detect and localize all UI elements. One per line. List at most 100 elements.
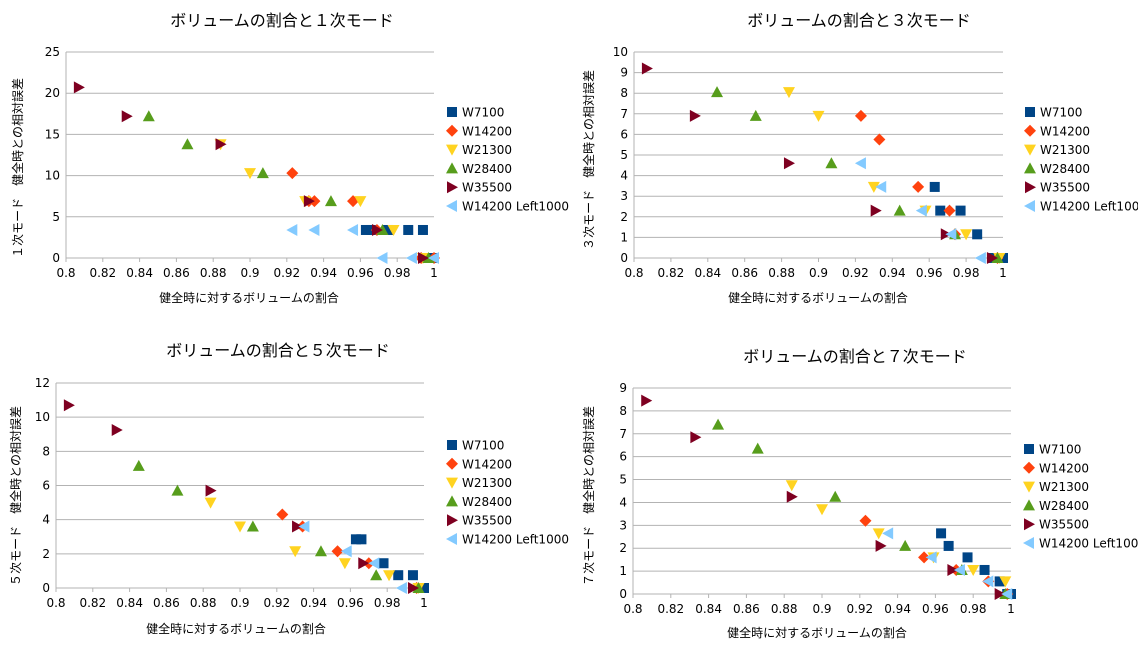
- series-w7100: [929, 181, 1008, 263]
- data-point: [873, 133, 886, 146]
- legend-marker: [446, 200, 457, 212]
- data-point: [859, 514, 872, 527]
- data-point: [132, 459, 145, 471]
- data-point: [428, 252, 439, 264]
- y-tick-label: 10: [45, 169, 60, 183]
- data-point: [979, 564, 990, 575]
- series-w21300: [214, 139, 429, 264]
- legend-label: W7100: [462, 439, 504, 453]
- data-point: [73, 81, 85, 94]
- y-tick-label: 10: [35, 410, 50, 424]
- data-point: [298, 520, 310, 533]
- legend-marker: [1024, 144, 1036, 156]
- data-point: [314, 545, 327, 557]
- data-point: [422, 252, 435, 263]
- data-point: [292, 520, 304, 533]
- x-tick-label: 0.8: [624, 266, 643, 280]
- x-tick-label: 0.92: [846, 602, 873, 616]
- data-point: [371, 223, 383, 236]
- x-tick-label: 0.98: [384, 266, 411, 280]
- data-point: [289, 546, 302, 558]
- chart-title: ボリュームの割合と３次モード: [747, 11, 971, 30]
- data-point: [943, 540, 954, 551]
- chart-panel-mode-7: ボリュームの割合と７次モード 0 1 2 3 4 5 6 7 8 9 0.8 0.82 0.84 0.86 0…: [569, 330, 1138, 657]
- chart-mode-5: ボリュームの割合と５次モード 0 2 4 6 8 10 12 0.8 0.82 0.84 0.86 0.…: [8, 341, 569, 636]
- legend-label: W35500: [1039, 518, 1089, 532]
- data-point: [368, 557, 380, 570]
- data-point: [121, 110, 133, 123]
- legend-label: W7100: [462, 106, 504, 120]
- x-tick-label: 0.98: [960, 602, 987, 616]
- data-point: [215, 138, 227, 151]
- data-point: [690, 431, 702, 444]
- data-point: [395, 582, 407, 594]
- y-tick-label: 8: [42, 444, 50, 458]
- y-tick-label: 15: [45, 127, 60, 141]
- x-tick-label: 0.84: [694, 266, 721, 280]
- data-point: [953, 563, 965, 576]
- data-point: [711, 86, 724, 98]
- legend-marker: [1024, 162, 1036, 174]
- data-point: [356, 534, 367, 545]
- y-axis-label: ３次モード 健全時との相対誤差: [581, 70, 596, 250]
- y-tick-label: 20: [45, 86, 60, 100]
- series-w28400: [711, 86, 1004, 263]
- data-point: [234, 521, 246, 533]
- y-axis-label: ５次モード 健全時との相対誤差: [8, 406, 23, 586]
- data-point: [403, 224, 414, 235]
- x-axis-label: 健全時に対するボリュームの割合: [146, 621, 326, 636]
- data-point: [712, 418, 725, 430]
- data-point: [751, 442, 764, 454]
- data-point: [915, 204, 927, 217]
- data-point: [417, 224, 428, 235]
- legend-label: W28400: [462, 495, 512, 509]
- data-point: [205, 484, 217, 497]
- x-tick-label: 0.94: [879, 266, 906, 280]
- legend-label: W14200: [462, 457, 512, 471]
- data-point: [417, 252, 429, 264]
- x-tick-label: 0.86: [153, 596, 180, 610]
- legend-marker: [447, 181, 458, 194]
- x-tick-label: 0.94: [884, 602, 911, 616]
- legend-label: W21300: [462, 476, 512, 490]
- legend-marker: [446, 533, 457, 545]
- series-w21300: [204, 497, 425, 594]
- data-point: [338, 558, 351, 570]
- legend-label: W21300: [462, 143, 512, 157]
- data-point: [641, 62, 653, 75]
- x-tick-label: 0.9: [809, 266, 828, 280]
- series-w14200-left1000: [882, 527, 1013, 600]
- chart-panel-mode-5: ボリュームの割合と５次モード 0 2 4 6 8 10 12 0.8 0.82 0.84 0.86 0.…: [0, 330, 569, 657]
- y-tick-label: 4: [620, 169, 628, 183]
- data-point: [982, 575, 994, 588]
- x-tick-label: 0.84: [695, 602, 722, 616]
- chart-panel-mode-1: ボリュームの割合と１次モード 0 5 10 15 20 25 0.8 0.82 0.84 0.86 0…: [0, 0, 569, 330]
- data-point: [340, 545, 352, 558]
- x-tick-label: 1: [430, 266, 438, 280]
- data-point: [749, 109, 762, 121]
- legend-marker: [446, 162, 458, 174]
- y-tick-label: 6: [42, 479, 50, 493]
- x-tick-label: 0.94: [300, 596, 327, 610]
- x-tick-label: 0.96: [916, 266, 943, 280]
- data-point: [925, 551, 937, 564]
- legend-marker: [446, 457, 458, 470]
- x-tick-label: 0.92: [273, 266, 300, 280]
- data-point: [991, 252, 1004, 263]
- x-tick-label: 0.9: [812, 602, 831, 616]
- data-point: [111, 423, 123, 436]
- y-tick-label: 5: [52, 210, 60, 224]
- legend-marker: [1023, 537, 1034, 549]
- x-tick-label: 1: [420, 596, 428, 610]
- data-point: [256, 167, 269, 179]
- legend-marker: [447, 107, 457, 117]
- data-point: [641, 394, 653, 407]
- x-tick-label: 0.96: [347, 266, 374, 280]
- legend-label: W28400: [1039, 499, 1089, 513]
- x-tick-label: 0.92: [842, 266, 869, 280]
- x-tick-label: 0.86: [163, 266, 190, 280]
- legend-marker: [1024, 444, 1034, 454]
- y-tick-label: 0: [42, 581, 50, 595]
- data-point: [899, 539, 912, 551]
- x-axis-label: 健全時に対するボリュームの割合: [727, 625, 907, 640]
